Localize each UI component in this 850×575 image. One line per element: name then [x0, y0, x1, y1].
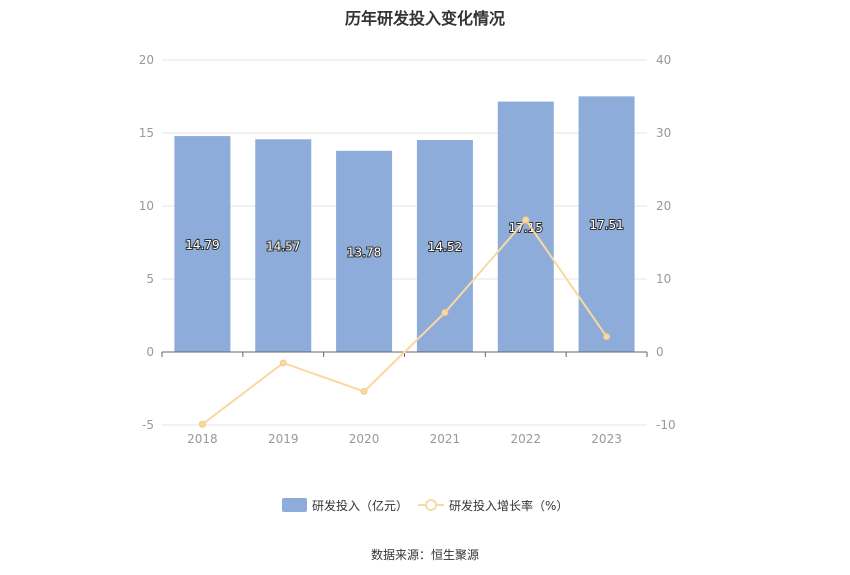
growth-point [522, 216, 530, 224]
growth-point [279, 359, 287, 367]
legend-bar-swatch [282, 498, 307, 512]
bar [336, 150, 393, 352]
bar-data-label: 14.57 [266, 240, 300, 254]
left-tick-label: 20 [139, 53, 154, 67]
right-tick-label: 0 [656, 345, 664, 359]
right-tick-label: -10 [656, 418, 676, 432]
growth-point [603, 333, 611, 341]
right-tick-label: 10 [656, 272, 671, 286]
growth-point [441, 309, 449, 317]
right-tick-label: 30 [656, 126, 671, 140]
growth-point [198, 420, 206, 428]
legend-line-marker [425, 499, 437, 511]
left-tick-label: 0 [146, 345, 154, 359]
left-tick-label: 10 [139, 199, 154, 213]
bar-data-label: 17.51 [589, 218, 623, 232]
bar-data-label: 14.52 [428, 240, 462, 254]
grid-lines [162, 59, 647, 426]
bar [174, 136, 231, 352]
x-tick-label: 2018 [187, 432, 218, 446]
growth-point [360, 387, 368, 395]
line-series [198, 216, 611, 428]
legend: 研发投入（亿元） 研发投入增长率（%） [282, 498, 568, 513]
legend-bar-label: 研发投入（亿元） [312, 498, 408, 513]
legend-line-label: 研发投入增长率（%） [449, 498, 568, 513]
x-tick-label: 2021 [430, 432, 461, 446]
bar-series [174, 96, 635, 352]
left-tick-label: -5 [142, 418, 154, 432]
left-tick-label: 15 [139, 126, 154, 140]
x-tick-label: 2023 [591, 432, 622, 446]
x-tick-label: 2019 [268, 432, 299, 446]
bar [255, 139, 312, 352]
right-axis: -10 0 10 20 30 40 [656, 53, 676, 432]
chart-title: 历年研发投入变化情况 [344, 9, 505, 28]
data-source-note: 数据来源：恒生聚源 [370, 548, 479, 562]
left-axis: -5 0 5 10 15 20 [139, 53, 154, 432]
bar [497, 101, 554, 352]
left-tick-label: 5 [146, 272, 154, 286]
x-tick-label: 2020 [349, 432, 380, 446]
right-tick-label: 20 [656, 199, 671, 213]
growth-line [201, 218, 608, 426]
bar-data-label: 13.78 [347, 245, 381, 259]
x-tick-label: 2022 [510, 432, 541, 446]
bar-data-label: 14.79 [185, 238, 219, 252]
bar [416, 140, 473, 352]
right-tick-label: 40 [656, 53, 671, 67]
